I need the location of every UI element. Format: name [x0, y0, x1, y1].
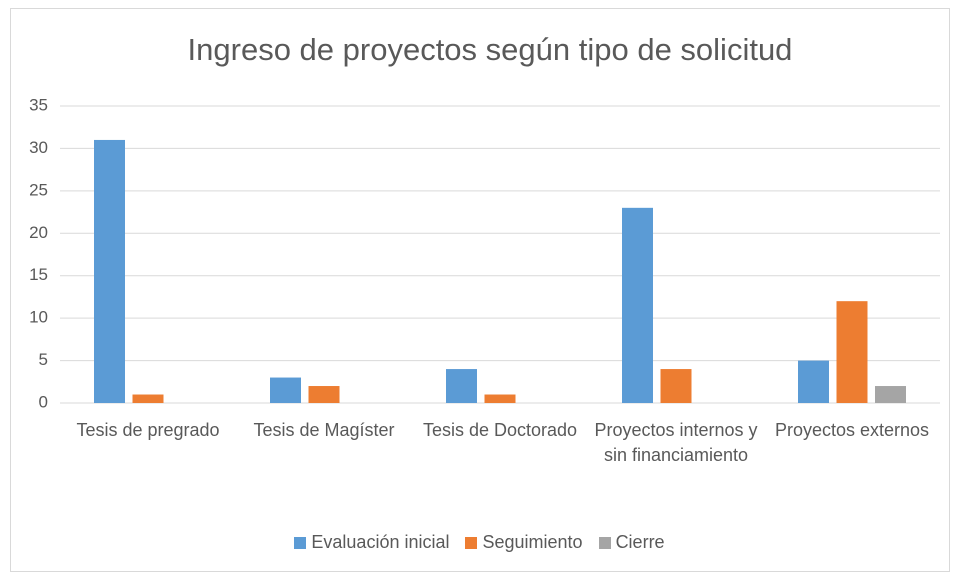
bar	[875, 386, 906, 403]
legend-swatch	[294, 536, 307, 549]
y-tick-label: 25	[29, 180, 48, 199]
legend-item: Evaluación inicial	[294, 532, 449, 553]
bar	[270, 377, 301, 403]
bar	[622, 207, 653, 403]
y-tick-label: 0	[39, 392, 48, 411]
y-tick-label: 5	[39, 350, 48, 369]
y-tick-label: 10	[29, 308, 48, 327]
x-tick-label: Proyectos internos y sin financiamiento	[594, 420, 758, 465]
bar	[836, 301, 868, 403]
x-tick-label: Tesis de pregrado	[76, 420, 220, 440]
x-tick-label: Tesis de Doctorado	[422, 420, 578, 440]
legend-label: Cierre	[615, 532, 665, 552]
y-tick-label: 35	[29, 95, 48, 114]
x-tick-label: Tesis de Magíster	[253, 420, 395, 440]
legend-swatch	[465, 536, 478, 549]
y-tick-label: 30	[29, 138, 48, 157]
bar	[94, 139, 125, 403]
legend-label: Evaluación inicial	[311, 532, 450, 552]
legend: Evaluación inicial Seguimiento Cierre	[0, 532, 959, 553]
chart-border	[10, 8, 950, 572]
y-tick-label: 20	[29, 223, 48, 242]
bar	[798, 360, 829, 403]
bar	[308, 386, 340, 403]
x-tick-label: Proyectos externos	[774, 420, 930, 440]
bar	[132, 394, 164, 403]
legend-label: Seguimiento	[482, 532, 583, 552]
bar	[660, 369, 692, 403]
legend-item: Seguimiento	[465, 532, 583, 553]
legend-swatch	[598, 536, 611, 549]
legend-item: Cierre	[598, 532, 665, 553]
y-tick-label: 15	[29, 265, 48, 284]
bar	[484, 394, 516, 403]
chart-title: Ingreso de proyectos según tipo de solic…	[188, 32, 793, 67]
bar	[446, 369, 477, 403]
